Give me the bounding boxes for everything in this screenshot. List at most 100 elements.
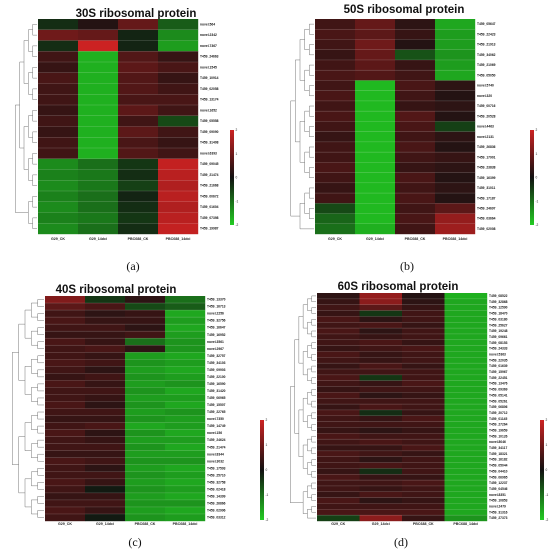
heatmap-cell [444, 480, 488, 487]
dendrogram-branch [311, 295, 316, 303]
row-label: novel.8344 [207, 452, 224, 456]
heatmap-cell [125, 415, 166, 423]
heatmap-cell [38, 126, 79, 138]
heatmap-cell [125, 310, 166, 318]
heatmap-cell [78, 169, 119, 181]
heatmap-cell [125, 506, 166, 515]
heatmap-cell [359, 392, 403, 399]
dendrogram-branch [31, 302, 38, 318]
heatmap-cell [444, 374, 488, 381]
heatmap-cell [402, 503, 445, 510]
heatmap-cell [45, 324, 86, 332]
heatmap-cell [317, 409, 360, 416]
row-label: T459_14399 [207, 494, 226, 498]
heatmap-cell [118, 72, 159, 84]
dendrogram-branch [307, 321, 312, 335]
heatmap-cell [444, 439, 488, 446]
heatmap-cell [402, 369, 445, 376]
heatmap-cell [85, 366, 126, 374]
dendrogram-branch [31, 330, 38, 346]
column-label: PBC688_14dci [443, 237, 468, 241]
row-label: T459_10853 [489, 499, 508, 503]
dendrogram-branch [309, 23, 314, 35]
heatmap-cell [165, 401, 206, 409]
row-label: T459_02008 [477, 227, 496, 231]
heatmap-cell [395, 203, 436, 214]
heatmap-cell [125, 296, 166, 304]
heatmap-cell [165, 366, 206, 374]
heatmap-cell [85, 492, 126, 501]
heatmap-cell [359, 404, 403, 411]
dendrogram-branch [37, 299, 44, 307]
column-label: PBC688_14dci [166, 237, 191, 241]
panel-d: 60S ribosomal protein (d) T459_08522 T459… [290, 281, 549, 549]
heatmap-cell [158, 51, 199, 63]
colorbar-tick-label: 0 [266, 468, 268, 472]
heatmap-cell [78, 105, 119, 116]
dendrogram-branch [294, 339, 299, 434]
heatmap-cell [444, 322, 488, 329]
dendrogram-branch [37, 439, 44, 448]
heatmap-cell [395, 80, 436, 91]
dendrogram-branch [309, 208, 314, 219]
heatmap-cell [118, 51, 159, 63]
heatmap-cell [435, 172, 476, 184]
row-label: T459_27264 [489, 423, 508, 427]
heatmap-cell [125, 450, 166, 458]
heatmap-cell [359, 310, 403, 317]
column-label: G29_14dci [366, 237, 384, 241]
dendrogram-branch [304, 110, 310, 132]
heatmap-cell [45, 394, 86, 402]
heatmap-cell [402, 398, 445, 405]
colorbar [530, 130, 534, 225]
heatmap-cell [317, 515, 360, 522]
dendrogram-branch [307, 438, 312, 452]
heatmap-cell [402, 445, 445, 452]
heatmap-cell [315, 152, 356, 163]
heatmap-cell [165, 429, 206, 437]
heatmap-cell [78, 29, 119, 41]
row-label: T459_24333 [489, 347, 508, 351]
dendrogram-branch [298, 409, 304, 457]
heatmap-cell [402, 474, 445, 481]
heatmap-cell [444, 304, 488, 311]
heatmap-cell [402, 509, 445, 516]
heatmap-cell [317, 450, 360, 457]
dendrogram-branch [304, 192, 310, 214]
heatmap-cell [85, 464, 126, 472]
heatmap-cell [317, 474, 360, 481]
colorbar [260, 420, 264, 520]
heatmap-cell [125, 373, 166, 381]
dendrogram-branch [309, 167, 314, 178]
heatmap-cell [355, 203, 396, 214]
heatmap-cell [359, 427, 403, 434]
heatmap-cell [359, 298, 403, 305]
heatmap-cell [355, 90, 396, 102]
panel-title: 60S ribosomal protein [338, 281, 459, 293]
heatmap-cell [359, 386, 403, 393]
colorbar-tick-label: 1 [236, 152, 238, 156]
heatmap-cell [435, 19, 476, 30]
heatmap-cell [317, 462, 360, 469]
heatmap-cell [125, 436, 166, 444]
heatmap-cell [359, 398, 403, 405]
dendrogram-branch [311, 459, 316, 466]
heatmap-cell [317, 468, 360, 475]
heatmap-cell [165, 317, 206, 325]
heatmap-cell [395, 70, 436, 81]
row-label: T459_14749 [207, 424, 226, 428]
row-label: T459_16590 [207, 382, 226, 386]
heatmap-cell [85, 450, 126, 458]
heatmap-cell [317, 392, 360, 399]
heatmap-cell [402, 456, 445, 463]
heatmap-cell [395, 193, 436, 204]
heatmap-cell [444, 503, 488, 510]
heatmap-cell [85, 429, 126, 437]
row-label: T459_03312 [207, 516, 226, 520]
heatmap-cell [85, 331, 126, 339]
dendrogram-branch [302, 444, 308, 469]
heatmap-cell [125, 443, 166, 451]
heatmap-cell [435, 111, 476, 122]
heatmap-cell [45, 513, 86, 522]
heatmap-cell [118, 223, 159, 235]
